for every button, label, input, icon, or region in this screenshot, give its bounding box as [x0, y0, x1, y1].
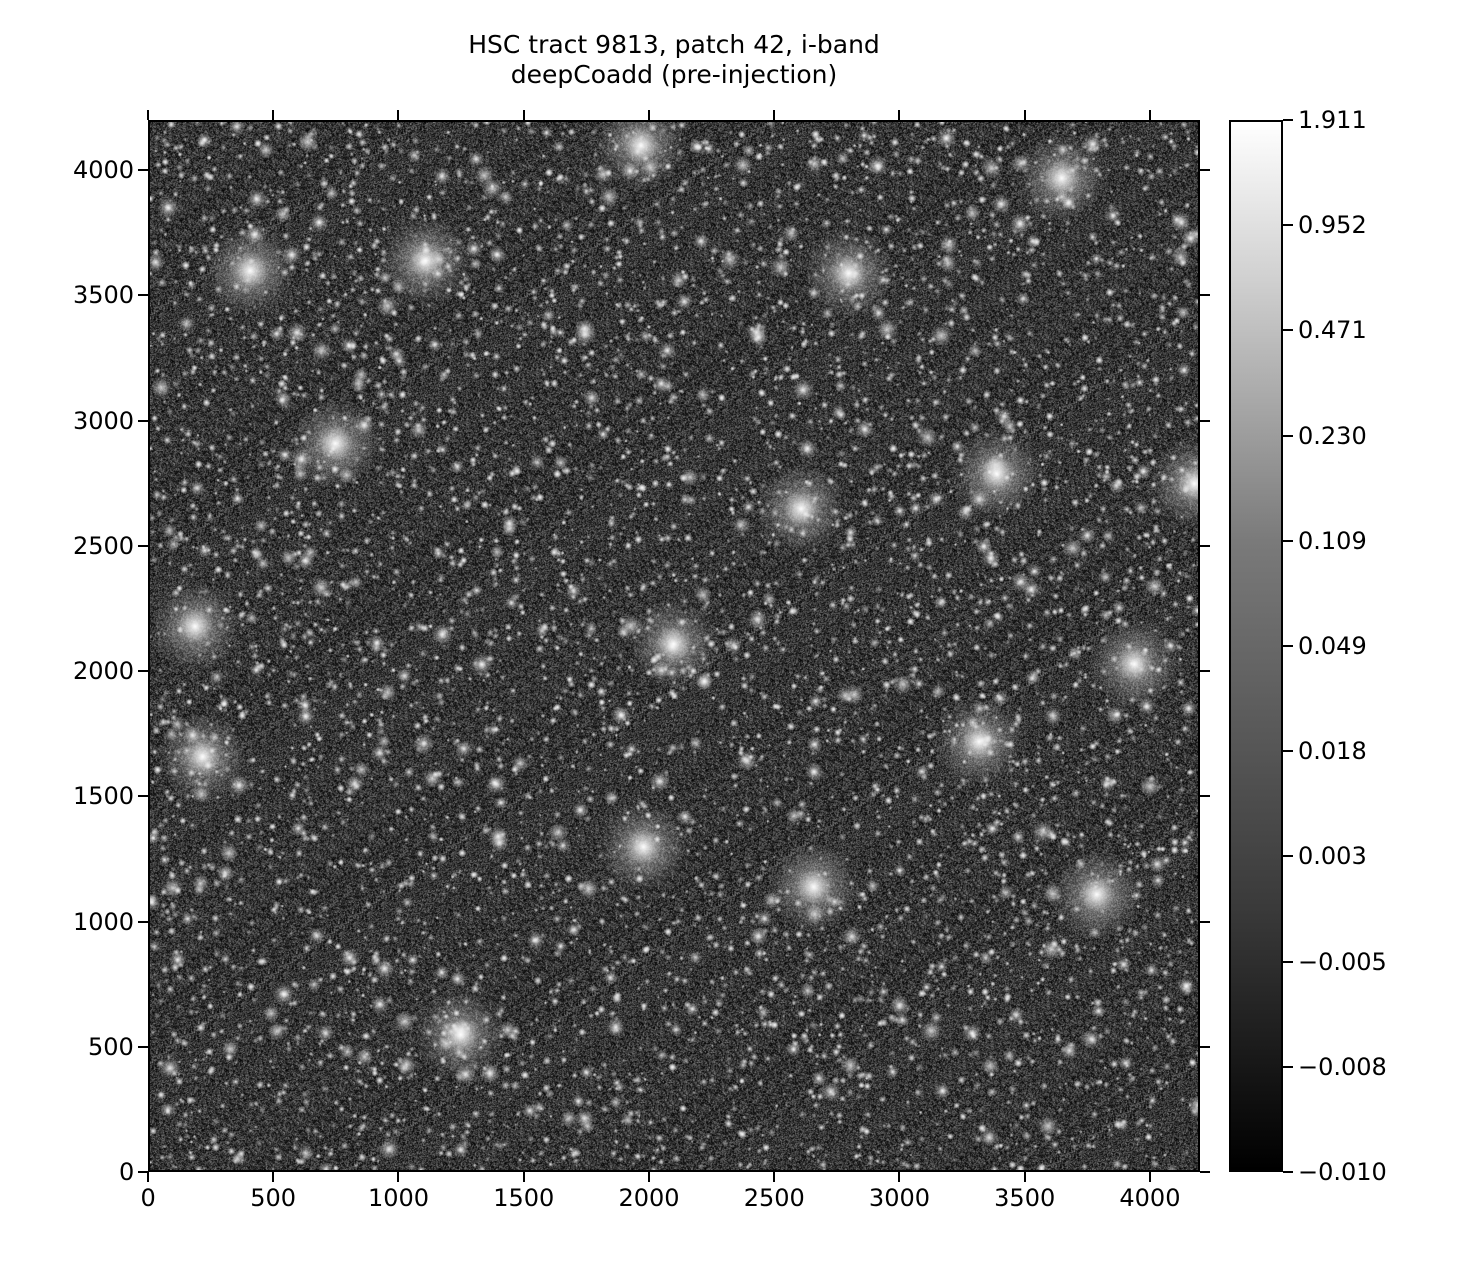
- colorbar-tick-label: 0.471: [1298, 316, 1367, 345]
- y-tick-label: 1000: [73, 907, 135, 936]
- colorbar-tick: [1283, 645, 1293, 647]
- x-tick-top: [1148, 110, 1151, 120]
- y-tick-label: 3500: [73, 281, 135, 310]
- y-tick-left: [138, 1171, 148, 1173]
- x-tick-top: [397, 110, 400, 120]
- y-tick-right: [1200, 1171, 1210, 1173]
- colorbar-tick-label: 0.018: [1298, 737, 1367, 766]
- y-tick-left: [138, 544, 148, 547]
- y-tick-right: [1200, 169, 1210, 172]
- colorbar-tick: [1283, 539, 1293, 542]
- x-tick-label: 1500: [493, 1184, 555, 1212]
- x-tick-bottom: [147, 1172, 149, 1182]
- colorbar-tick-label: 0.230: [1298, 421, 1367, 450]
- x-tick-top: [147, 110, 149, 120]
- y-tick-left: [138, 294, 148, 297]
- x-tick-top: [272, 110, 275, 120]
- y-tick-label: 3000: [73, 406, 135, 435]
- y-tick-left: [138, 920, 148, 923]
- colorbar-tick: [1283, 329, 1293, 332]
- chart-title: HSC tract 9813, patch 42, i-band deepCoa…: [148, 30, 1200, 90]
- title-line-1: HSC tract 9813, patch 42, i-band: [468, 30, 880, 59]
- colorbar-tick: [1283, 1065, 1293, 1068]
- colorbar-tick: [1283, 855, 1293, 858]
- colorbar-tick: [1283, 224, 1293, 227]
- colorbar-tick-label: −0.005: [1298, 947, 1387, 976]
- x-tick-bottom: [397, 1172, 400, 1182]
- colorbar-tick-label: −0.010: [1298, 1158, 1387, 1186]
- colorbar-tick: [1283, 750, 1293, 753]
- y-tick-right: [1200, 920, 1210, 923]
- colorbar-tick-label: 0.952: [1298, 211, 1367, 240]
- x-tick-label: 0: [140, 1184, 156, 1212]
- y-tick-label: 1500: [73, 782, 135, 811]
- y-tick-left: [138, 419, 148, 422]
- y-tick-right: [1200, 294, 1210, 297]
- y-tick-label: 2500: [73, 531, 135, 560]
- colorbar-tick: [1283, 960, 1293, 963]
- y-tick-label: 4000: [73, 156, 135, 185]
- x-tick-bottom: [272, 1172, 275, 1182]
- colorbar-tick-label: 0.049: [1298, 632, 1367, 660]
- y-tick-right: [1200, 670, 1210, 673]
- colorbar-tick-label: −0.008: [1298, 1052, 1387, 1081]
- y-tick-right: [1200, 795, 1210, 798]
- colorbar-tick-label: 1.911: [1298, 106, 1367, 134]
- coadd-image: [150, 122, 1198, 1170]
- y-tick-right: [1200, 544, 1210, 547]
- x-tick-label: 2500: [743, 1184, 805, 1212]
- y-tick-label: 0: [119, 1158, 135, 1186]
- y-tick-right: [1200, 419, 1210, 422]
- colorbar-tick: [1283, 119, 1293, 121]
- x-tick-top: [647, 110, 650, 120]
- y-tick-left: [138, 169, 148, 172]
- x-tick-bottom: [773, 1172, 776, 1182]
- y-tick-label: 500: [88, 1032, 134, 1061]
- x-tick-label: 2000: [618, 1184, 680, 1212]
- x-tick-bottom: [898, 1172, 901, 1182]
- colorbar: [1229, 120, 1283, 1172]
- x-tick-bottom: [647, 1172, 650, 1182]
- x-tick-top: [1023, 110, 1026, 120]
- x-tick-label: 4000: [1119, 1184, 1181, 1212]
- y-tick-left: [138, 795, 148, 798]
- colorbar-tick: [1283, 434, 1293, 437]
- title-line-2: deepCoadd (pre-injection): [510, 60, 838, 89]
- y-tick-left: [138, 1045, 148, 1048]
- x-tick-top: [773, 110, 776, 120]
- x-tick-bottom: [522, 1172, 525, 1182]
- x-tick-label: 500: [250, 1184, 297, 1212]
- colorbar-tick-label: 0.109: [1298, 526, 1367, 555]
- y-tick-label: 2000: [73, 657, 135, 686]
- y-tick-left: [138, 670, 148, 673]
- x-tick-label: 3500: [994, 1184, 1056, 1212]
- x-tick-label: 1000: [367, 1184, 430, 1212]
- x-tick-bottom: [1023, 1172, 1026, 1182]
- image-axes: [148, 120, 1200, 1172]
- x-tick-top: [898, 110, 901, 120]
- x-tick-label: 3000: [868, 1184, 930, 1212]
- x-tick-top: [522, 110, 525, 120]
- y-tick-right: [1200, 1045, 1210, 1048]
- colorbar-tick-label: 0.003: [1298, 842, 1367, 871]
- colorbar-tick: [1283, 1171, 1293, 1173]
- x-tick-bottom: [1148, 1172, 1151, 1182]
